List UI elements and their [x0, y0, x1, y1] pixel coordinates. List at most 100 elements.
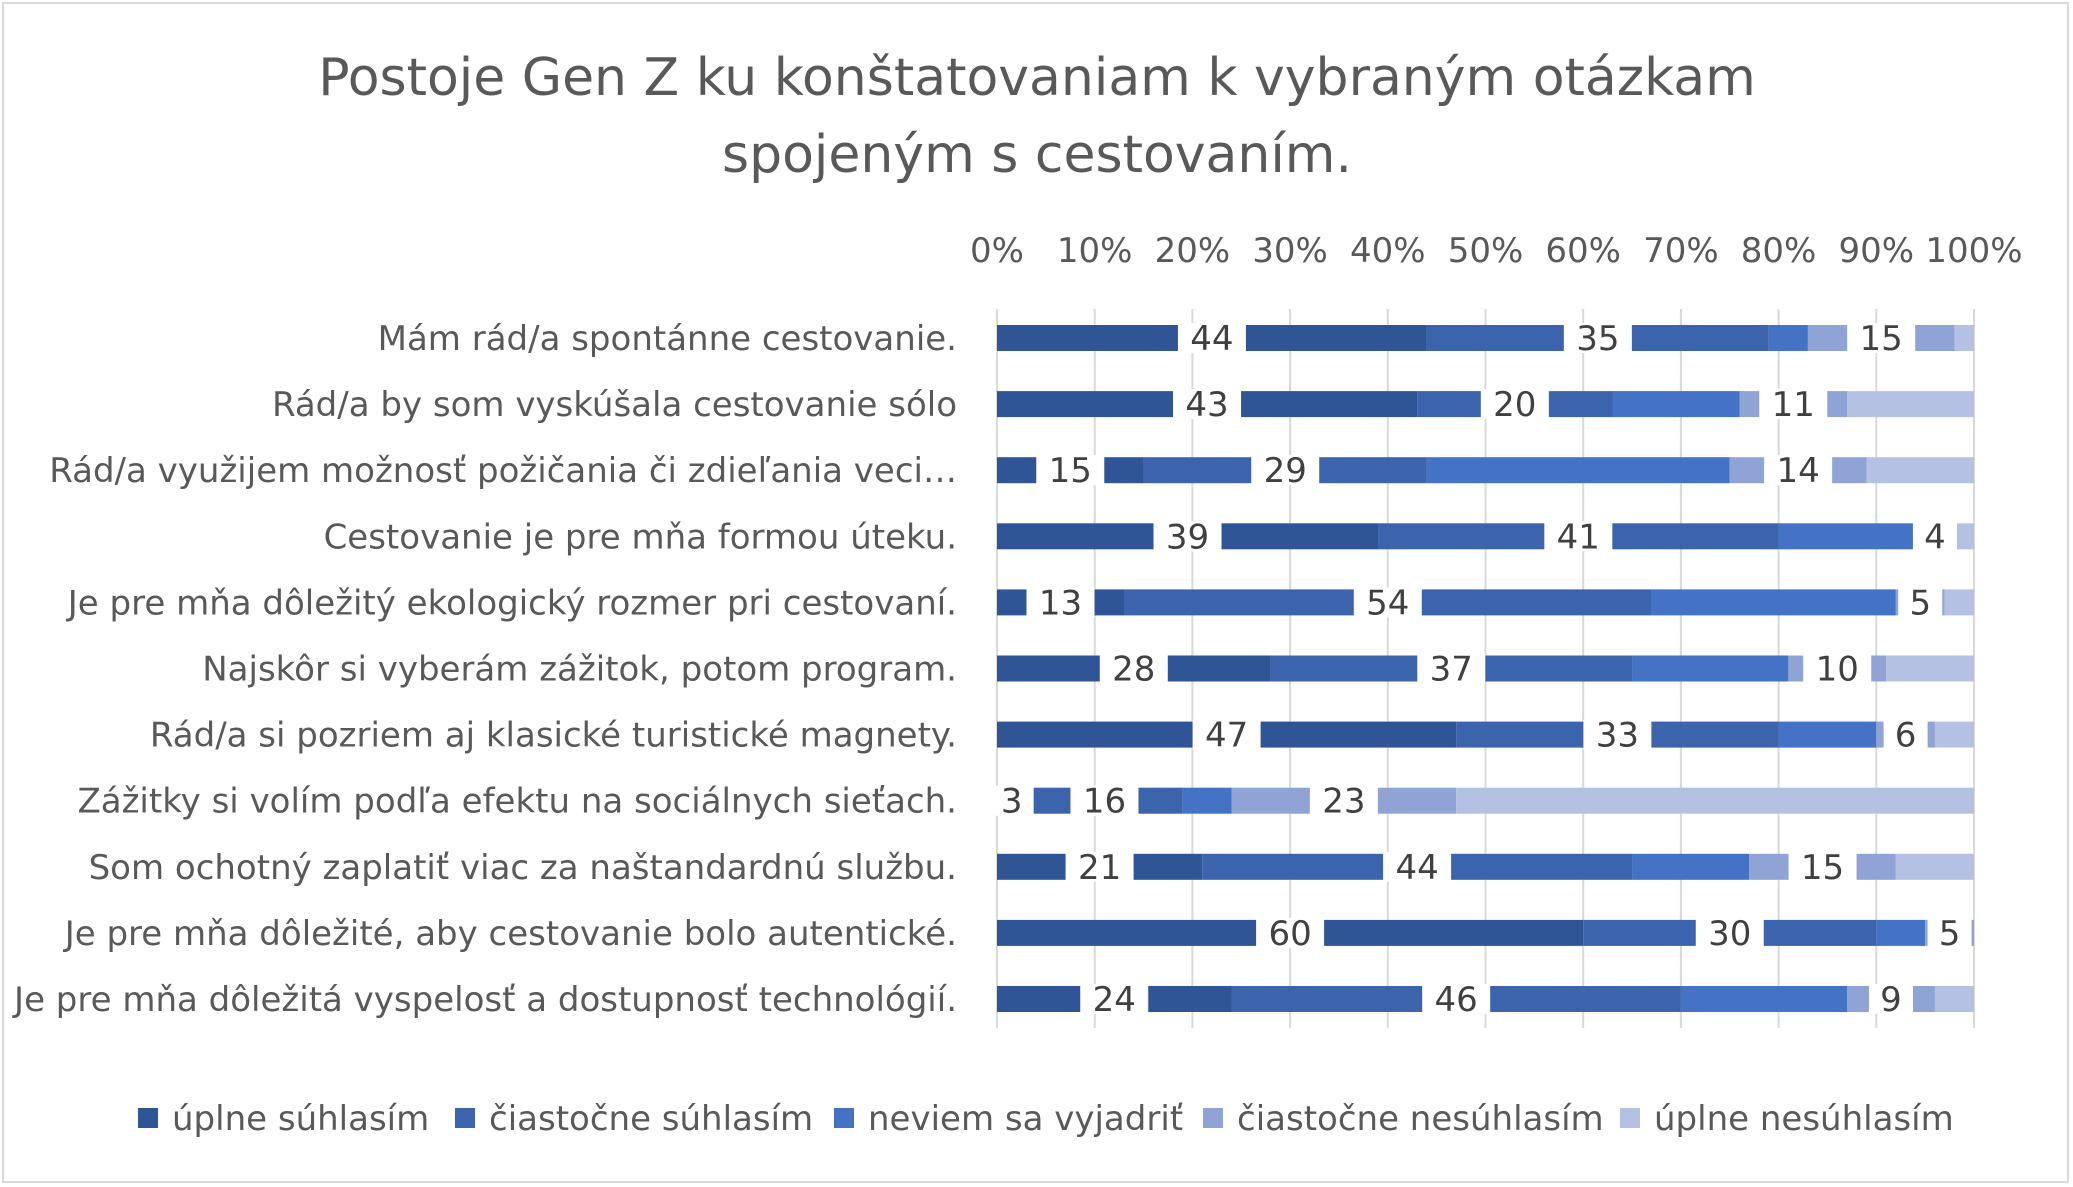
- data-label: 23: [1322, 782, 1365, 822]
- legend-swatch: [455, 1108, 475, 1128]
- bar-segment: [1846, 391, 1974, 418]
- category-label: Rád/a by som vyskúšala cestovanie sólo: [272, 385, 957, 425]
- data-label-background: [989, 785, 1034, 816]
- data-label: 37: [1430, 650, 1473, 690]
- bar-segment: [1182, 787, 1232, 814]
- x-tick-label: 20%: [1155, 231, 1231, 271]
- data-label: 44: [1395, 848, 1438, 888]
- bar-segment: [1934, 986, 1974, 1012]
- data-label: 3: [1001, 782, 1023, 822]
- legend-swatch: [834, 1108, 854, 1128]
- data-label: 39: [1166, 517, 1209, 557]
- data-label: 30: [1708, 914, 1751, 954]
- data-label-background: [1192, 719, 1261, 750]
- data-label-background: [1251, 455, 1320, 486]
- data-label: 43: [1185, 385, 1228, 425]
- data-label-background: [1764, 455, 1833, 486]
- bar-segment: [1954, 523, 1974, 550]
- chart-title-line-1: Postoje Gen Z ku konštatovaniam k vybran…: [318, 48, 1756, 108]
- data-label-background: [1417, 653, 1486, 684]
- data-label: 4: [1924, 517, 1946, 557]
- data-label: 14: [1777, 451, 1820, 491]
- data-label-background: [1353, 587, 1422, 618]
- bar-segment: [1632, 655, 1789, 682]
- data-label-background: [1070, 785, 1139, 816]
- x-tick-label: 80%: [1741, 231, 1817, 271]
- data-label: 29: [1264, 451, 1307, 491]
- data-label-background: [1544, 521, 1613, 552]
- category-label: Najskôr si vyberám zážitok, potom progra…: [202, 650, 957, 690]
- data-label-background: [1759, 389, 1828, 420]
- data-label: 60: [1268, 914, 1311, 954]
- legend-label: úplne súhlasím: [172, 1099, 429, 1139]
- bar-segment: [1944, 589, 1974, 616]
- bar-segment: [1426, 457, 1730, 484]
- category-label: Rád/a si pozriem aj klasické turistické …: [150, 716, 957, 756]
- data-label-background: [1883, 719, 1928, 750]
- bar-segment: [1954, 325, 1974, 351]
- data-label-background: [1309, 785, 1378, 816]
- bar-segment: [1632, 853, 1750, 880]
- data-label: 15: [1860, 319, 1903, 359]
- data-label-background: [1422, 984, 1491, 1014]
- data-label: 5: [1909, 583, 1931, 623]
- category-label: Je pre mňa dôležitá vyspelosť a dostupno…: [12, 980, 957, 1020]
- x-tick-label: 70%: [1643, 231, 1719, 271]
- data-label-background: [1026, 587, 1095, 618]
- legend-label: úplne nesúhlasím: [1654, 1099, 1954, 1139]
- data-label-background: [1480, 389, 1549, 420]
- data-label: 15: [1801, 848, 1844, 888]
- data-label: 54: [1366, 583, 1409, 623]
- data-label: 16: [1083, 782, 1126, 822]
- data-label: 33: [1596, 716, 1639, 756]
- data-label-background: [1868, 984, 1913, 1014]
- data-label-background: [1065, 851, 1134, 882]
- data-label-background: [1383, 851, 1452, 882]
- data-label-background: [1099, 653, 1168, 684]
- data-label: 13: [1039, 583, 1082, 623]
- data-label-background: [1695, 917, 1764, 948]
- x-tick-label: 40%: [1350, 231, 1426, 271]
- data-label: 5: [1939, 914, 1961, 954]
- data-label: 47: [1205, 716, 1248, 756]
- bar-segment: [1651, 589, 1896, 616]
- category-label: Cestovanie je pre mňa formou úteku.: [324, 517, 957, 557]
- legend-swatch: [1620, 1108, 1640, 1128]
- bar-segment: [1934, 721, 1974, 748]
- data-label: 41: [1557, 517, 1600, 557]
- category-label: Rád/a využijem možnosť požičania či zdie…: [49, 451, 957, 491]
- chart-title-line-2: spojeným s cestovaním.: [722, 125, 1352, 185]
- bar-segment: [1612, 391, 1740, 418]
- bar-segment: [1866, 457, 1974, 484]
- bar-segment: [1886, 655, 1974, 682]
- data-label-background: [1912, 521, 1957, 552]
- data-label: 9: [1880, 980, 1902, 1020]
- data-label-background: [1788, 851, 1857, 882]
- data-label: 15: [1049, 451, 1092, 491]
- data-label: 20: [1493, 385, 1536, 425]
- data-label-background: [1153, 521, 1222, 552]
- data-label: 35: [1576, 319, 1619, 359]
- data-label: 46: [1435, 980, 1478, 1020]
- legend-swatch: [1203, 1108, 1223, 1128]
- data-label: 28: [1112, 650, 1155, 690]
- category-label: Je pre mňa dôležité, aby cestovanie bolo…: [63, 914, 957, 954]
- data-label: 44: [1190, 319, 1233, 359]
- x-tick-label: 30%: [1252, 231, 1328, 271]
- category-label: Som ochotný zaplatiť viac za naštandardn…: [89, 848, 957, 888]
- data-label-background: [1927, 917, 1972, 948]
- data-label: 11: [1772, 385, 1815, 425]
- data-label: 21: [1078, 848, 1121, 888]
- x-tick-label: 60%: [1545, 231, 1621, 271]
- bar-segment: [1876, 919, 1926, 946]
- data-label-background: [1847, 323, 1916, 353]
- data-label: 6: [1895, 716, 1917, 756]
- data-label: 24: [1093, 980, 1136, 1020]
- data-label-background: [1898, 587, 1943, 618]
- category-label: Je pre mňa dôležitý ekologický rozmer pr…: [66, 583, 957, 623]
- x-tick-label: 10%: [1057, 231, 1133, 271]
- legend-label: čiastočne súhlasím: [489, 1099, 813, 1139]
- data-label-background: [1177, 323, 1246, 353]
